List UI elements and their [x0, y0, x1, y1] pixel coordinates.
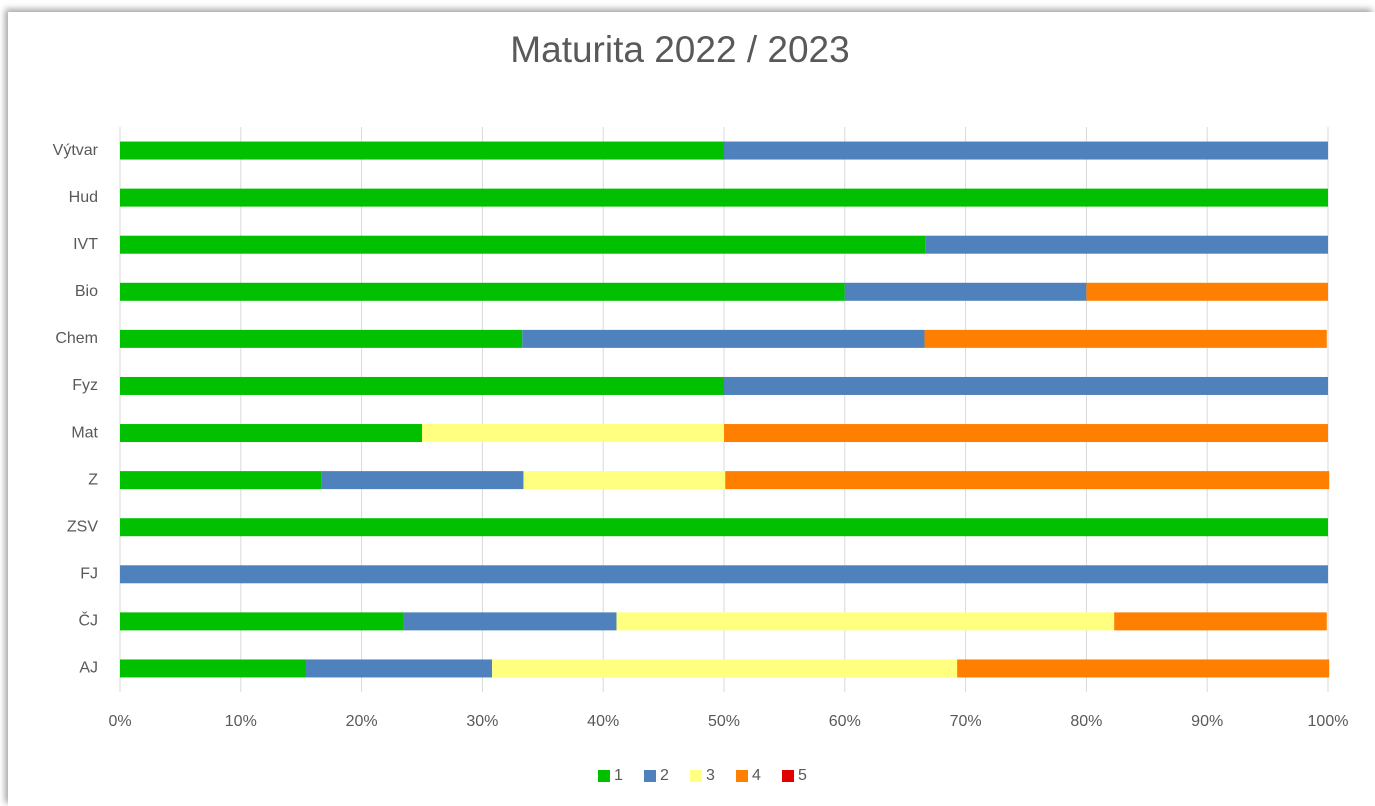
bar-segment: [1114, 612, 1327, 631]
bar-segment: [844, 282, 1087, 301]
bar-segment: [321, 471, 524, 490]
y-tick-label: Mat: [71, 424, 98, 441]
y-tick-label: Výtvar: [53, 142, 99, 159]
legend-swatch: [598, 770, 610, 782]
bar-segment: [924, 329, 1327, 348]
bar-segment: [1086, 282, 1328, 301]
bar-segment: [120, 565, 1328, 584]
x-tick-label: 30%: [466, 713, 498, 730]
bar-segment: [120, 235, 926, 254]
x-tick-label: 10%: [225, 713, 257, 730]
bar-segment: [422, 424, 724, 443]
bar-segment: [120, 471, 322, 490]
bar-segment: [925, 235, 1328, 254]
x-tick-label: 100%: [1308, 713, 1349, 730]
bar-segment: [725, 471, 1330, 490]
chart-title: Maturita 2022 / 2023: [510, 29, 849, 70]
bar-segment: [957, 659, 1330, 678]
bar-segment: [120, 376, 724, 395]
y-tick-label: ČJ: [78, 611, 98, 630]
x-tick-label: 20%: [346, 713, 378, 730]
legend-label: 5: [798, 767, 807, 784]
bar-segment: [120, 282, 845, 301]
bar-segment: [120, 188, 1328, 207]
y-tick-label: ZSV: [67, 518, 98, 535]
bar-segment: [403, 612, 617, 631]
y-tick-label: AJ: [79, 660, 98, 677]
legend-label: 3: [706, 767, 715, 784]
y-tick-label: Bio: [75, 283, 98, 300]
bar-segment: [120, 659, 307, 678]
y-tick-label: Chem: [55, 330, 98, 347]
x-tick-label: 90%: [1191, 713, 1223, 730]
x-tick-label: 40%: [587, 713, 619, 730]
bar-segment: [120, 424, 422, 443]
bar-segment: [724, 141, 1328, 160]
y-tick-label: FJ: [80, 566, 98, 583]
bar-segment: [120, 518, 1328, 537]
x-tick-label: 80%: [1070, 713, 1102, 730]
legend-label: 4: [752, 767, 761, 784]
bar-segment: [120, 141, 724, 160]
bar-segment: [724, 424, 1328, 443]
bar-segment: [492, 659, 958, 678]
y-tick-label: Hud: [69, 189, 98, 206]
legend-swatch: [736, 770, 748, 782]
x-tick-label: 70%: [950, 713, 982, 730]
y-tick-label: Z: [88, 471, 98, 488]
y-tick-label: IVT: [73, 236, 98, 253]
bar-segment: [120, 612, 404, 631]
bar-segment: [306, 659, 493, 678]
bar-segment: [522, 329, 925, 348]
legend-swatch: [690, 770, 702, 782]
x-tick-label: 0%: [108, 713, 131, 730]
x-tick-label: 60%: [829, 713, 861, 730]
bar-segment: [616, 612, 1115, 631]
bar-segment: [523, 471, 726, 490]
bar-segment: [724, 376, 1328, 395]
legend-swatch: [644, 770, 656, 782]
bar-segment: [120, 329, 523, 348]
y-tick-label: Fyz: [72, 377, 98, 394]
legend-label: 2: [660, 767, 669, 784]
legend-swatch: [782, 770, 794, 782]
legend-label: 1: [614, 767, 623, 784]
x-tick-label: 50%: [708, 713, 740, 730]
